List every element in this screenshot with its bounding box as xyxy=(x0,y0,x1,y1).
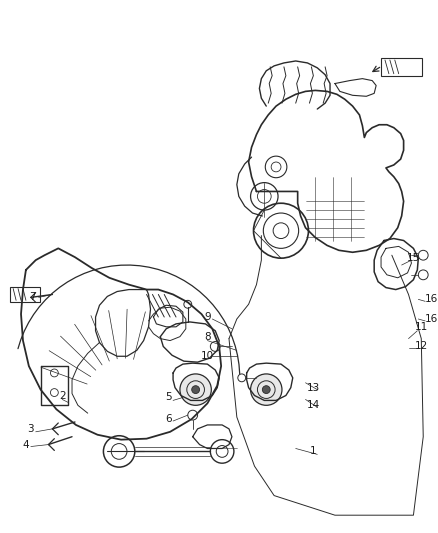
FancyBboxPatch shape xyxy=(10,287,40,302)
Text: 14: 14 xyxy=(307,400,320,410)
Text: 16: 16 xyxy=(424,314,438,324)
Text: 3: 3 xyxy=(28,424,34,434)
Text: 13: 13 xyxy=(307,383,320,393)
Text: 5: 5 xyxy=(165,392,171,402)
Text: 16: 16 xyxy=(424,294,438,304)
FancyBboxPatch shape xyxy=(381,58,422,76)
Circle shape xyxy=(180,374,211,405)
Circle shape xyxy=(262,386,270,393)
Text: 1: 1 xyxy=(310,447,317,456)
Text: 2: 2 xyxy=(59,391,66,400)
Text: 6: 6 xyxy=(165,414,171,424)
Text: 7: 7 xyxy=(29,293,36,302)
Text: 10: 10 xyxy=(201,351,214,361)
Text: 11: 11 xyxy=(415,322,428,332)
Text: 8: 8 xyxy=(204,332,211,342)
Text: 4: 4 xyxy=(23,440,29,449)
Text: 15: 15 xyxy=(407,253,420,263)
Text: 9: 9 xyxy=(204,312,211,322)
Circle shape xyxy=(251,374,282,405)
Circle shape xyxy=(192,386,200,393)
Text: 12: 12 xyxy=(415,342,428,351)
